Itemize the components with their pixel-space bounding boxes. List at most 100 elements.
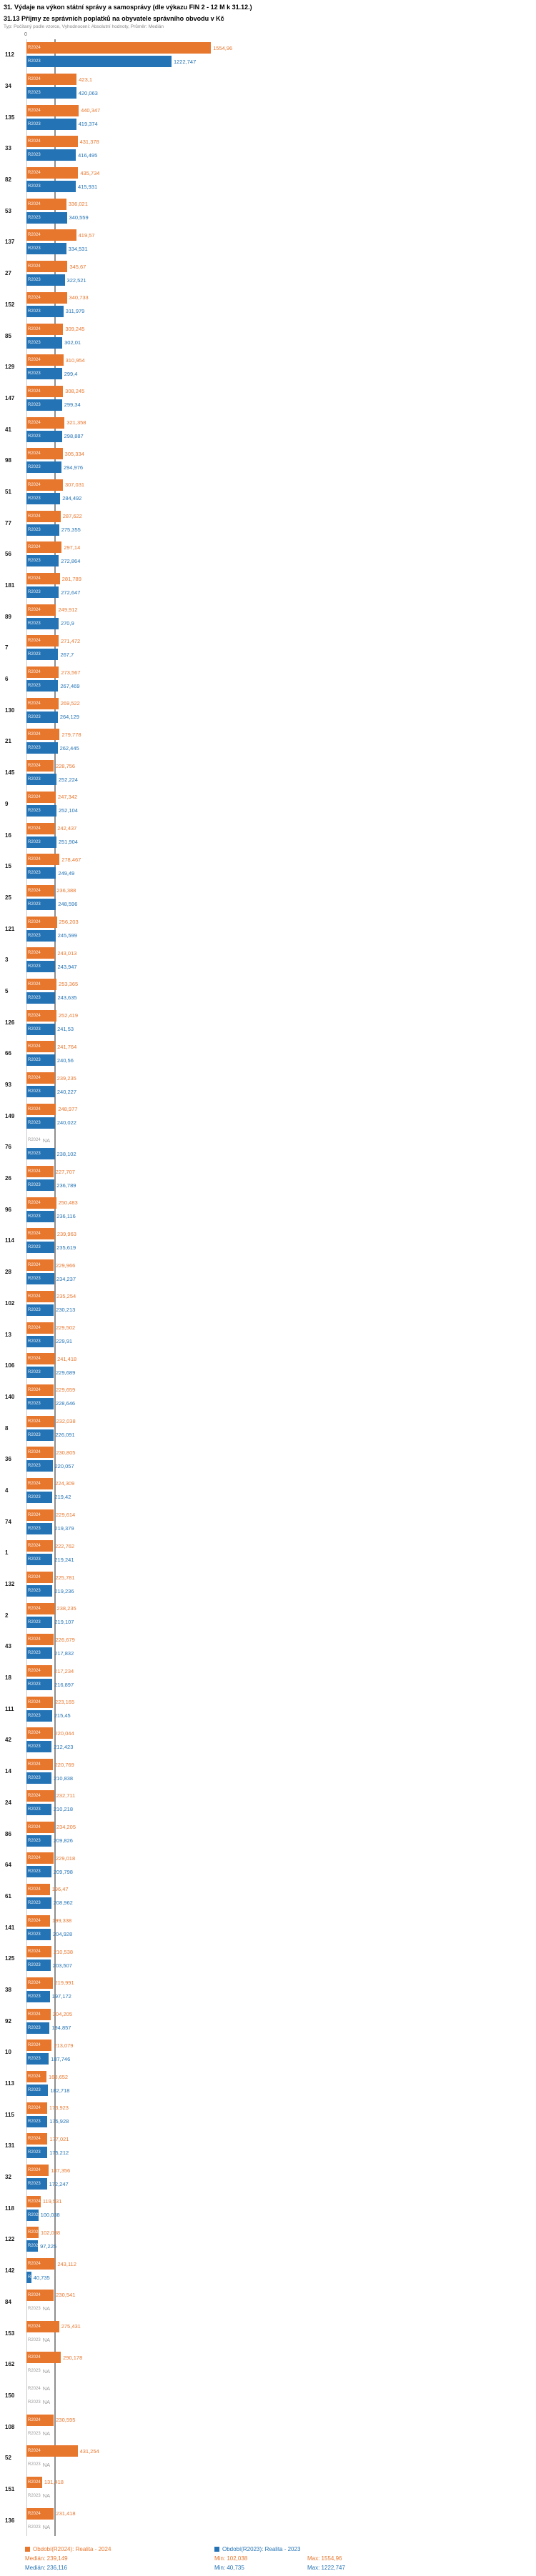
bar-r2024[interactable]: R2024 — [26, 448, 63, 460]
bar-r2023[interactable]: R2023 — [26, 2053, 49, 2065]
bar-r2024[interactable]: R2024 — [26, 2507, 54, 2520]
bar-r2023[interactable]: R2023 — [26, 274, 65, 286]
bar-r2023[interactable]: R2023 — [26, 336, 63, 349]
bar-r2024[interactable]: R2024 — [26, 479, 63, 491]
bar-r2023[interactable]: R2023 — [26, 617, 59, 629]
bar-r2023[interactable]: R2023 — [26, 1679, 52, 1691]
bar-r2023[interactable]: R2023 — [26, 711, 58, 723]
bar-r2023[interactable]: R2023 — [26, 461, 61, 474]
bar-r2023[interactable]: R2023 — [26, 804, 56, 817]
bar-r2024[interactable]: R2024 — [26, 2258, 56, 2270]
bar-r2023[interactable]: R2023 — [26, 243, 66, 255]
bar-r2023[interactable]: R2023 — [26, 2240, 39, 2252]
bar-r2024[interactable]: R2024 — [26, 1447, 54, 1459]
bar-r2023[interactable]: R2023 — [26, 87, 76, 99]
bar-r2023[interactable]: R2023 — [26, 2022, 50, 2034]
bar-r2024[interactable]: R2024 — [26, 947, 56, 959]
bar-r2023[interactable]: R2023 — [26, 1990, 50, 2002]
bar-r2023[interactable]: R2023 — [26, 305, 64, 317]
bar-r2024[interactable]: R2024 — [26, 1821, 54, 1833]
bar-r2023[interactable]: R2023 — [26, 1367, 54, 1379]
bar-r2024[interactable]: R2024 — [26, 2195, 41, 2207]
legend-2023[interactable]: Období(R2023): Realita - 2023 — [214, 2546, 300, 2552]
bar-r2023[interactable]: R2023 — [26, 1335, 54, 1347]
bar-r2024[interactable]: R2024 — [26, 74, 77, 86]
bar-r2023[interactable]: R2023 — [26, 2209, 39, 2221]
bar-r2023[interactable]: R2023 — [26, 1273, 54, 1285]
bar-r2024[interactable]: R2024 — [26, 136, 78, 148]
bar-r2024[interactable]: R2024 — [26, 667, 59, 679]
bar-r2023[interactable]: R2023 — [26, 1616, 53, 1628]
bar-r2024[interactable]: R2024 — [26, 2414, 54, 2426]
bar-r2024[interactable]: R2024 — [26, 1009, 56, 1022]
bar-r2023[interactable]: R2023 — [26, 1086, 55, 1098]
bar-r2023[interactable]: R2023 — [26, 836, 56, 848]
bar-r2023[interactable]: R2023 — [26, 742, 58, 754]
bar-r2024[interactable]: R2024 — [26, 760, 54, 772]
bar-r2023[interactable]: R2023 — [26, 149, 76, 161]
bar-r2024[interactable]: R2024 — [26, 1914, 51, 1927]
bar-r2023[interactable]: R2023 — [26, 1242, 55, 1254]
bar-r2024[interactable]: R2024 — [26, 1789, 54, 1802]
bar-r2024[interactable]: R2024 — [26, 2071, 46, 2083]
bar-r2023[interactable]: R2023 — [26, 2178, 47, 2190]
bar-r2024[interactable]: R2024 — [26, 261, 68, 273]
bar-r2023[interactable]: R2023 — [26, 1429, 54, 1441]
bar-r2024[interactable]: R2024 — [26, 635, 59, 647]
bar-r2024[interactable]: R2024 — [26, 822, 56, 834]
bar-r2023[interactable]: R2023 — [26, 56, 172, 68]
bar-r2023[interactable]: R2023 — [26, 1960, 51, 1972]
bar-r2023[interactable]: R2023 — [26, 774, 56, 786]
bar-r2024[interactable]: R2024 — [26, 2227, 39, 2239]
bar-r2024[interactable]: R2024 — [26, 385, 64, 397]
bar-r2024[interactable]: R2024 — [26, 1572, 54, 1584]
bar-r2023[interactable]: R2023 — [26, 555, 59, 567]
bar-r2024[interactable]: R2024 — [26, 1665, 53, 1677]
bar-r2024[interactable]: R2024 — [26, 354, 64, 366]
bar-r2024[interactable]: R2024 — [26, 2133, 48, 2145]
bar-r2024[interactable]: R2024 — [26, 1041, 56, 1053]
bar-r2023[interactable]: R2023 — [26, 649, 59, 661]
bar-r2023[interactable]: R2023 — [26, 524, 59, 536]
bar-r2024[interactable]: R2024 — [26, 1384, 54, 1396]
bar-r2023[interactable]: R2023 — [26, 929, 56, 942]
bar-r2024[interactable]: R2024 — [26, 1977, 53, 1989]
bar-r2023[interactable]: R2023 — [26, 1210, 55, 1222]
bar-r2024[interactable]: R2024 — [26, 1228, 55, 1240]
bar-r2023[interactable]: R2023 — [26, 2085, 49, 2097]
bar-r2024[interactable]: R2024 — [26, 2476, 42, 2488]
bar-r2024[interactable]: R2024 — [26, 2352, 61, 2364]
bar-r2024[interactable]: R2024 — [26, 1509, 54, 1521]
bar-r2024[interactable]: R2024 — [26, 2102, 47, 2114]
bar-r2024[interactable]: R2024 — [26, 791, 56, 803]
bar-r2024[interactable]: R2024 — [26, 1197, 56, 1209]
bar-r2024[interactable]: R2024 — [26, 541, 62, 554]
bar-r2024[interactable]: R2024 — [26, 2008, 51, 2020]
bar-r2023[interactable]: R2023 — [26, 992, 56, 1004]
bar-r2023[interactable]: R2023 — [26, 1585, 53, 1597]
bar-r2023[interactable]: R2023 — [26, 1647, 53, 1659]
bar-r2024[interactable]: R2024 — [26, 1602, 55, 1614]
bar-r2024[interactable]: R2024 — [26, 104, 79, 116]
bar-r2023[interactable]: R2023 — [26, 1023, 56, 1035]
bar-r2024[interactable]: R2024 — [26, 42, 212, 54]
bar-r2024[interactable]: R2024 — [26, 1322, 54, 1334]
bar-r2023[interactable]: R2023 — [26, 1148, 55, 1160]
bar-r2023[interactable]: R2023 — [26, 1304, 54, 1316]
bar-r2024[interactable]: R2024 — [26, 2445, 78, 2457]
bar-r2023[interactable]: R2023 — [26, 586, 59, 599]
bar-r2023[interactable]: R2023 — [26, 1834, 51, 1847]
bar-r2024[interactable]: R2024 — [26, 1166, 54, 1178]
bar-r2024[interactable]: R2024 — [26, 1477, 54, 1489]
bar-r2023[interactable]: R2023 — [26, 368, 62, 380]
bar-r2024[interactable]: R2024 — [26, 1852, 54, 1864]
bar-r2023[interactable]: R2023 — [26, 1772, 51, 1784]
bar-r2023[interactable]: R2023 — [26, 1554, 53, 1566]
bar-r2024[interactable]: R2024 — [26, 1759, 53, 1771]
bar-r2023[interactable]: R2023 — [26, 2147, 48, 2159]
bar-r2023[interactable]: R2023 — [26, 118, 76, 130]
bar-r2023[interactable]: R2023 — [26, 2272, 31, 2284]
bar-r2024[interactable]: R2024 — [26, 1883, 50, 1895]
bar-r2024[interactable]: R2024 — [26, 1634, 54, 1646]
bar-r2023[interactable]: R2023 — [26, 430, 62, 442]
